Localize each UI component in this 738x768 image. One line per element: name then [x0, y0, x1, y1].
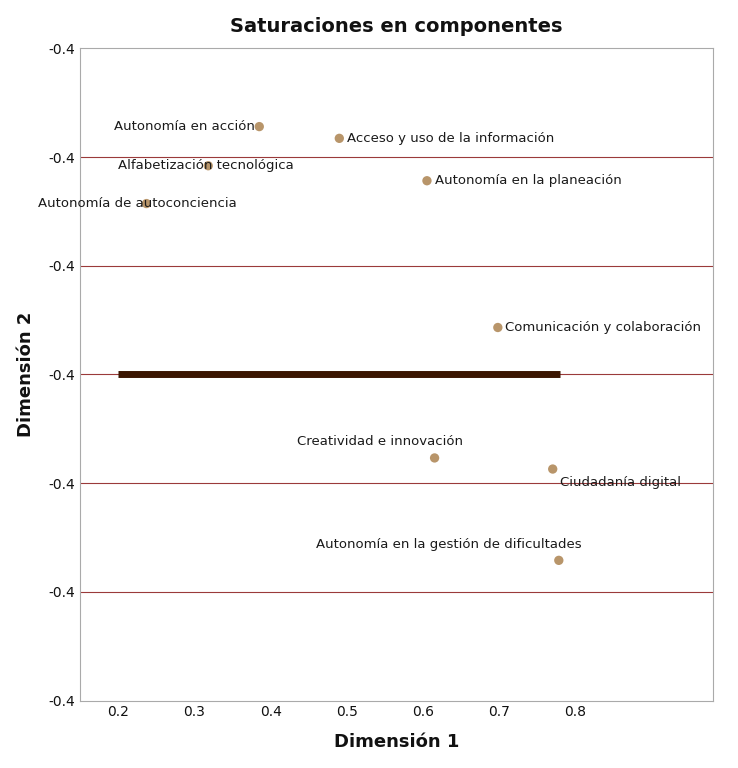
- Text: Creatividad e innovación: Creatividad e innovación: [297, 435, 463, 449]
- Text: Autonomía en acción: Autonomía en acción: [114, 120, 255, 133]
- Text: Autonomía de autoconciencia: Autonomía de autoconciencia: [38, 197, 237, 210]
- Point: [429, 452, 441, 464]
- Text: Ciudadanía digital: Ciudadanía digital: [560, 475, 681, 488]
- Y-axis label: Dimensión 2: Dimensión 2: [17, 312, 35, 437]
- Text: Autonomía en la gestión de dificultades: Autonomía en la gestión de dificultades: [317, 538, 582, 551]
- Point: [140, 197, 152, 210]
- Point: [421, 174, 433, 187]
- Point: [202, 160, 214, 172]
- Title: Saturaciones en componentes: Saturaciones en componentes: [230, 17, 562, 35]
- Point: [547, 463, 559, 475]
- Point: [253, 121, 265, 133]
- Point: [492, 321, 504, 333]
- Text: Alfabetización tecnológica: Alfabetización tecnológica: [118, 159, 294, 172]
- Point: [553, 554, 565, 567]
- Text: Comunicación y colaboración: Comunicación y colaboración: [506, 321, 701, 334]
- Text: Autonomía en la planeación: Autonomía en la planeación: [435, 174, 621, 187]
- Point: [334, 132, 345, 144]
- X-axis label: Dimensión 1: Dimensión 1: [334, 733, 459, 751]
- Text: Acceso y uso de la información: Acceso y uso de la información: [347, 132, 554, 145]
